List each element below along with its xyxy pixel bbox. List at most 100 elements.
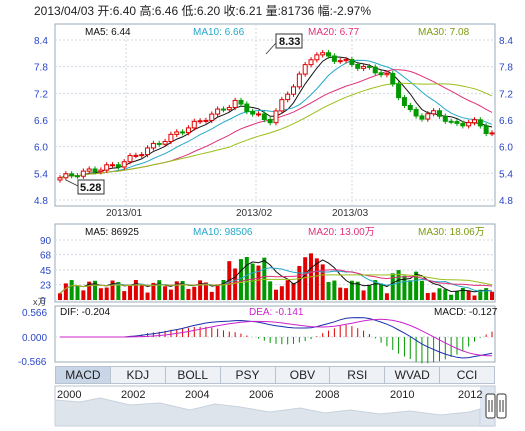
- candle-body: [285, 93, 291, 101]
- candle-body: [378, 72, 384, 76]
- price-ytick-right: 5.4: [499, 169, 513, 180]
- volume-bar: [379, 283, 384, 300]
- candle-body: [185, 127, 191, 134]
- candle-body: [104, 164, 110, 171]
- x-tick-2013-02: 2013/02: [236, 208, 273, 219]
- dif-line: [60, 317, 493, 359]
- price-ma30-label: MA30: 7.08: [418, 27, 470, 38]
- candle-body: [226, 107, 232, 111]
- volume-bar: [221, 280, 226, 300]
- tab-wvad[interactable]: WVAD: [385, 367, 441, 383]
- tab-rsi[interactable]: RSI: [330, 367, 386, 383]
- candle-body: [477, 119, 483, 127]
- candle-body: [86, 168, 92, 172]
- tab-psy[interactable]: PSY: [221, 367, 276, 383]
- low-price-label: 5.28: [80, 182, 101, 194]
- low-marker: 5.28: [65, 179, 105, 195]
- volume-bar: [198, 280, 203, 300]
- macd-ytick-top: 0.566: [22, 308, 47, 319]
- quote-header: 2013/04/03 开:6.40 高:6.46 低:6.20 收:6.21 量…: [34, 2, 371, 19]
- volume-bar: [151, 282, 156, 300]
- volume-bar: [87, 281, 92, 300]
- volume-bar: [490, 291, 494, 300]
- volume-bar: [215, 284, 220, 300]
- volume-bar: [414, 271, 419, 300]
- x-tick-2013-01: 2013/01: [106, 208, 143, 219]
- candle-body: [215, 108, 221, 115]
- candle-body: [489, 132, 495, 135]
- candle-body: [401, 97, 407, 106]
- volume-bar: [139, 283, 144, 300]
- candle-body: [314, 54, 320, 61]
- candle-body: [261, 113, 267, 120]
- volume-bar: [373, 280, 378, 300]
- volume-bar: [145, 292, 150, 300]
- high-price-label: 8.33: [279, 36, 300, 48]
- volume-bar: [186, 288, 191, 300]
- volume-bar: [454, 290, 459, 300]
- candle-body: [92, 168, 98, 173]
- candle-body: [425, 113, 431, 120]
- volume-bar: [332, 280, 337, 300]
- candle-body: [436, 110, 442, 117]
- volume-bar: [110, 280, 115, 300]
- volume-bar: [384, 293, 389, 300]
- candle-body: [483, 125, 489, 135]
- volume-y-axis: 90 68 45 23 0: [40, 236, 52, 307]
- candle-body: [343, 59, 349, 62]
- volume-bar: [238, 259, 243, 300]
- candle-body: [442, 115, 448, 122]
- volume-bar: [180, 281, 185, 300]
- candle-body: [139, 154, 145, 157]
- vol-ma5-label: MA5: 86925: [85, 227, 139, 238]
- price-y-axis-left: 8.4 7.8 7.2 6.6 6.0 5.4 4.8: [34, 36, 48, 207]
- volume-bar: [320, 264, 325, 300]
- candle-body: [162, 140, 168, 145]
- quote-change: 幅:-2.97%: [317, 4, 372, 18]
- tab-boll[interactable]: BOLL: [166, 367, 221, 383]
- macd-value-label: MACD: -0.127: [434, 307, 498, 318]
- candle-body: [150, 142, 156, 149]
- price-ma20-label: MA20: 6.77: [308, 27, 360, 38]
- volume-bar: [256, 265, 261, 300]
- price-grid: [55, 24, 495, 206]
- volume-bar: [437, 288, 442, 300]
- volume-bar: [244, 257, 249, 300]
- tab-macd[interactable]: MACD: [56, 367, 111, 383]
- candle-body: [209, 113, 215, 121]
- candle-body: [75, 175, 81, 178]
- timeline-year-2012: 2012: [458, 389, 483, 401]
- tab-obv[interactable]: OBV: [276, 367, 331, 383]
- candle-body: [366, 65, 372, 68]
- timeline-year-2002: 2002: [121, 389, 146, 401]
- candle-body: [168, 133, 174, 142]
- candle-body: [197, 120, 203, 123]
- volume-bar: [326, 282, 331, 300]
- timeline-year-2004: 2004: [185, 389, 210, 401]
- price-ytick-left: 7.8: [34, 63, 48, 74]
- volume-bar: [81, 290, 86, 300]
- candle-body: [331, 55, 337, 62]
- volume-bar: [98, 288, 103, 300]
- timeline-handle-right[interactable]: [496, 393, 507, 419]
- candle-body: [110, 164, 116, 167]
- macd-dif-label: DIF: -0.204: [60, 307, 110, 318]
- price-ytick-right: 7.2: [499, 89, 513, 100]
- volume-bar: [93, 280, 98, 300]
- candle-body: [69, 173, 75, 177]
- ma30-line: [59, 82, 493, 179]
- volume-bar: [128, 285, 133, 300]
- timeline-handle-left[interactable]: [485, 393, 496, 419]
- quote-close: 收:6.21: [223, 4, 263, 18]
- volume-bar: [402, 275, 407, 300]
- tab-kdj[interactable]: KDJ: [111, 367, 166, 383]
- macd-histogram: [129, 325, 493, 364]
- candle-body: [372, 66, 378, 74]
- tab-cci[interactable]: CCI: [456, 368, 478, 382]
- volume-bar: [460, 288, 465, 300]
- candle-body: [407, 104, 413, 111]
- candle-body: [361, 65, 367, 69]
- candle-body: [133, 154, 139, 157]
- timeline-year-2006: 2006: [249, 389, 274, 401]
- volume-bar: [390, 273, 395, 300]
